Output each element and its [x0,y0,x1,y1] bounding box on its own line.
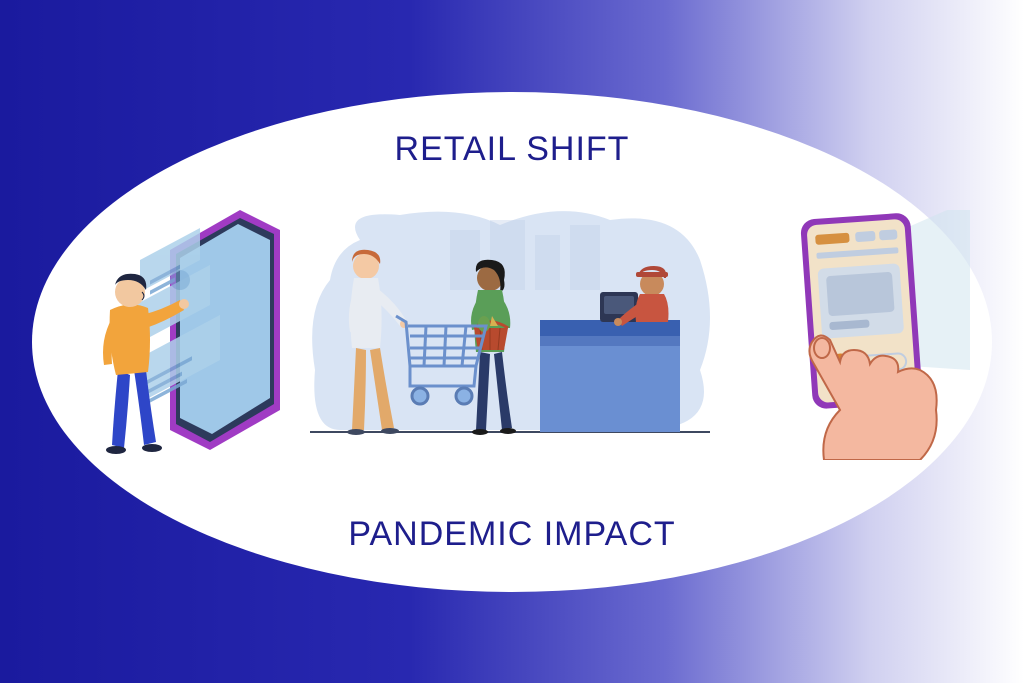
illustration-left [70,200,290,460]
illustration-right [770,210,970,460]
title-top: RETAIL SHIFT [0,130,1024,169]
illustration-center [300,200,720,460]
title-bottom: PANDEMIC IMPACT [0,515,1024,554]
